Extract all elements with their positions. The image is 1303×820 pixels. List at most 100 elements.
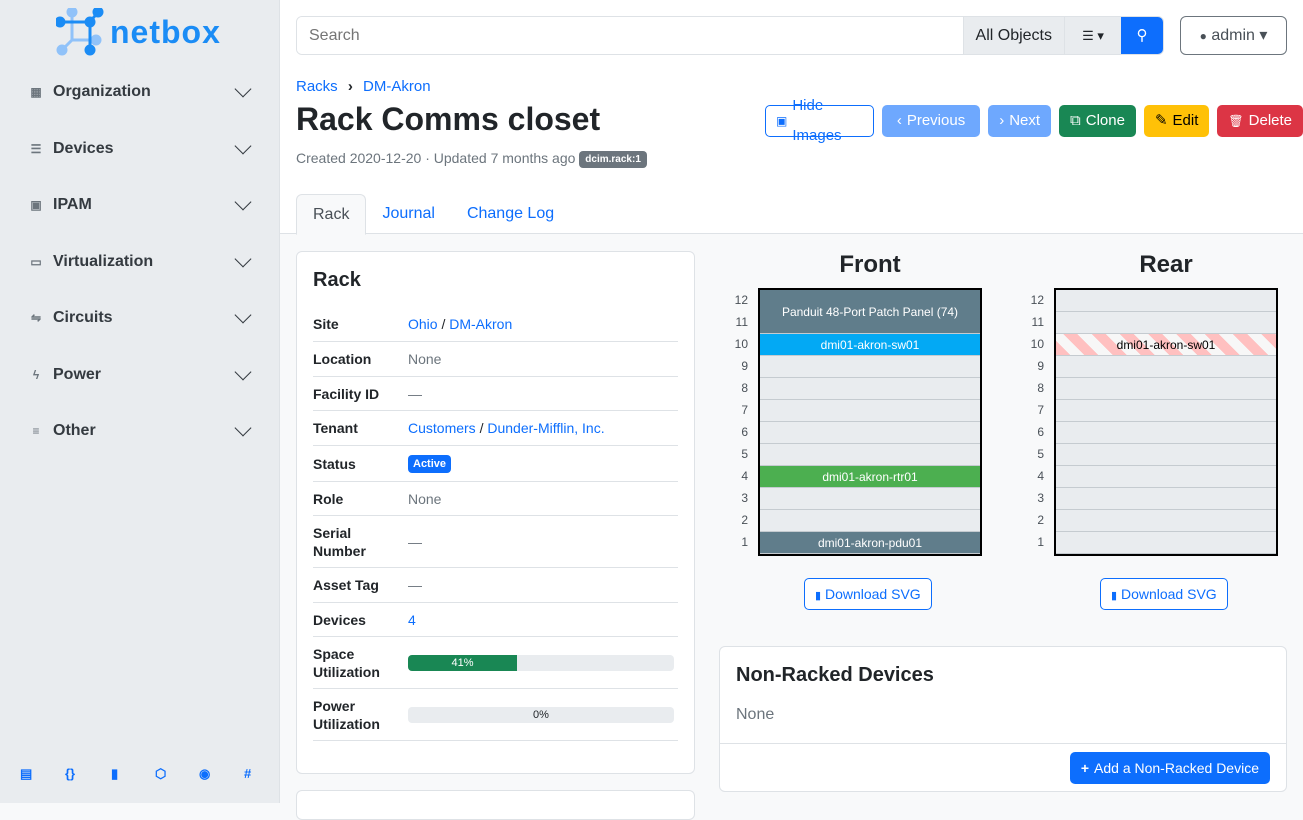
row-devices: Devices 4 (313, 603, 678, 637)
nav-circuits[interactable]: ⇋ Circuits (0, 298, 279, 338)
row-power-utilization: Power Utilization 0% (313, 689, 678, 741)
chevron-down-icon (234, 306, 252, 324)
book-icon[interactable]: ▮ (111, 766, 119, 781)
unit-number: 2 (741, 513, 748, 527)
value: — (408, 577, 422, 593)
label: Role (313, 490, 344, 507)
sidebar: netbox ▦ Organization ☰ Devices ▣ IPAM ▭ Vir… (0, 0, 280, 803)
label: Serial Number (313, 524, 366, 559)
empty-unit (760, 400, 980, 422)
device-switch[interactable]: dmi01-akron-sw01 (760, 334, 980, 356)
device-router[interactable]: dmi01-akron-rtr01 (760, 466, 980, 488)
image-file-icon: ▣ (776, 114, 788, 128)
clone-button[interactable]: ⧉ Clone (1059, 105, 1136, 137)
unit-number: 5 (1037, 447, 1044, 461)
nav-power[interactable]: ϟ Power (0, 355, 279, 395)
label: Previous (906, 112, 966, 129)
row-location: Location None (313, 342, 678, 377)
non-racked-devices-card: Non-Racked Devices None + Add a Non-Racke… (719, 646, 1287, 792)
hide-images-button[interactable]: ▣ Hide Images (765, 97, 874, 144)
server-icon: ☰ (30, 142, 42, 156)
github-icon[interactable]: ◉ (199, 766, 211, 781)
label: Edit (1172, 112, 1199, 129)
netbox-logo-icon (56, 8, 104, 56)
search-input[interactable] (297, 17, 963, 54)
docs-icon[interactable]: ▤ (20, 766, 33, 781)
download-rear-svg-button[interactable]: ▮ Download SVG (1100, 578, 1228, 610)
copy-icon: ⧉ (1070, 112, 1081, 129)
device-switch-rear[interactable]: dmi01-akron-sw01 (1056, 334, 1276, 356)
filter-dropdown[interactable]: ☰ ▾ (1064, 17, 1121, 54)
page-meta: Created 2020-12-20 · Updated 7 months ag… (296, 150, 647, 168)
user-icon: ● (1199, 29, 1207, 43)
row-site: Site Ohio / DM-Akron (313, 307, 678, 342)
next-card (296, 790, 695, 820)
unit-number: 6 (741, 425, 748, 439)
tenant-link[interactable]: Dunder-Mifflin, Inc. (487, 420, 605, 436)
empty-unit (760, 422, 980, 444)
chevron-down-icon (234, 193, 252, 211)
value: — (408, 533, 422, 550)
value: None (408, 351, 442, 367)
api-icon[interactable]: {} (65, 766, 76, 781)
progress-fill: 41% (408, 654, 518, 671)
netbox-logo[interactable]: netbox (56, 8, 221, 56)
nav-ipam[interactable]: ▣ IPAM (0, 185, 279, 225)
nav-label: Organization (53, 83, 151, 100)
rear-elevation: dmi01-akron-sw01 (1054, 288, 1278, 556)
slack-icon[interactable]: # (244, 766, 252, 781)
nav-virtualization[interactable]: ▭ Virtualization (0, 242, 279, 282)
brand-name: netbox (110, 13, 221, 50)
tab-journal[interactable]: Journal (382, 205, 435, 222)
empty-unit (1056, 312, 1276, 334)
page-title: Rack Comms closet (296, 101, 601, 137)
empty-unit (1056, 400, 1276, 422)
next-button[interactable]: › Next (988, 105, 1052, 137)
front-elevation: Panduit 48-Port Patch Panel (74) dmi01-ak… (758, 288, 982, 556)
breadcrumb-site[interactable]: DM-Akron (363, 78, 431, 95)
search-bar: All Objects ☰ ▾ ⚲ (296, 16, 1164, 55)
add-non-racked-device-button[interactable]: + Add a Non-Racked Device (1069, 752, 1270, 784)
label: Clone (1085, 112, 1125, 129)
search-scope-dropdown[interactable]: All Objects (962, 17, 1064, 54)
label: Location (313, 351, 372, 367)
unit-number: 12 (1030, 293, 1044, 307)
tab-change-log[interactable]: Change Log (466, 205, 555, 222)
building-icon: ▦ (30, 85, 42, 99)
unit-number: 3 (1037, 491, 1044, 505)
chevron-down-icon (234, 419, 252, 437)
unit-number: 11 (1031, 315, 1044, 329)
row-tenant: Tenant Customers / Dunder-Mifflin, Inc. (313, 411, 678, 446)
card-title: Rack (313, 269, 361, 291)
front-title: Front (839, 251, 901, 278)
unit-number: 8 (741, 381, 748, 395)
device-pdu[interactable]: dmi01-akron-pdu01 (760, 532, 980, 554)
label: Asset Tag (313, 577, 379, 593)
trash-icon: 🗑 (1228, 114, 1244, 128)
previous-button[interactable]: ‹ Previous (881, 105, 981, 137)
row-asset-tag: Asset Tag — (313, 568, 678, 603)
nav-label: IPAM (53, 196, 92, 213)
empty-unit (1056, 422, 1276, 444)
graphql-icon[interactable]: ⬡ (155, 766, 167, 781)
tab-rack[interactable]: Rack (296, 194, 367, 235)
search-button[interactable]: ⚲ (1121, 17, 1163, 54)
nav-devices[interactable]: ☰ Devices (0, 129, 279, 169)
region-link[interactable]: Ohio (408, 316, 438, 332)
nav-other[interactable]: ≡ Other (0, 411, 279, 451)
unit-number: 9 (1037, 359, 1044, 373)
edit-button[interactable]: ✎ Edit (1143, 105, 1210, 137)
site-link[interactable]: DM-Akron (449, 316, 513, 332)
label: Site (313, 316, 339, 332)
device-patch-panel[interactable]: Panduit 48-Port Patch Panel (74) (760, 290, 980, 334)
user-menu[interactable]: ● admin ▾ (1180, 16, 1287, 55)
tenant-group-link[interactable]: Customers (408, 420, 476, 436)
nav-organization[interactable]: ▦ Organization (0, 72, 279, 112)
pencil-icon: ✎ (1154, 112, 1168, 129)
delete-button[interactable]: 🗑 Delete (1217, 105, 1303, 137)
breadcrumb-racks[interactable]: Racks (296, 78, 338, 95)
unit-number: 7 (741, 403, 748, 417)
chevron-down-icon (234, 80, 252, 98)
download-front-svg-button[interactable]: ▮ Download SVG (804, 578, 932, 610)
devices-link[interactable]: 4 (408, 611, 416, 628)
